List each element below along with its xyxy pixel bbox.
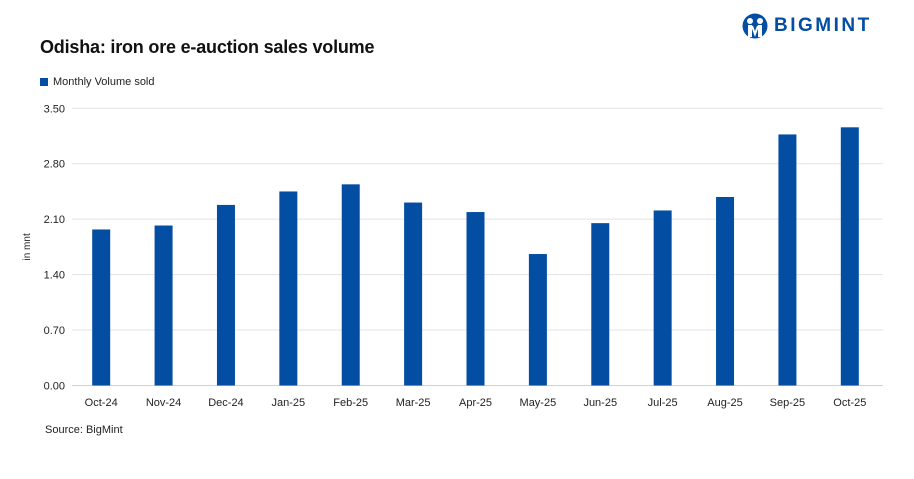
bar-oct-24 — [92, 229, 111, 386]
bar-dec-24 — [216, 204, 235, 386]
legend-label: Monthly Volume sold — [53, 76, 155, 88]
bigmint-logo-icon — [742, 13, 768, 39]
bar-aug-25 — [716, 197, 735, 386]
y-tick-label: 0.00 — [44, 381, 65, 393]
y-tick-label: 2.10 — [44, 214, 65, 226]
bar-nov-24 — [154, 225, 173, 386]
logo-text: BIGMINT — [774, 15, 872, 36]
source-note: Source: BigMint — [45, 424, 123, 436]
x-tick-label: Nov-24 — [146, 397, 181, 409]
bar-jul-25 — [653, 210, 672, 386]
y-tick-label: 3.50 — [44, 103, 65, 115]
x-tick-label: Apr-25 — [459, 397, 492, 409]
x-tick-label: Oct-25 — [833, 397, 866, 409]
y-tick-label: 2.80 — [44, 159, 65, 171]
bar-may-25 — [528, 254, 547, 386]
bigmint-logo: BIGMINT — [742, 12, 872, 40]
x-tick-label: Aug-25 — [707, 397, 742, 409]
bar-apr-25 — [466, 212, 485, 386]
x-tick-label: Jan-25 — [272, 397, 306, 409]
y-axis-label: in mnt — [22, 233, 33, 260]
x-tick-label: May-25 — [520, 397, 557, 409]
bar-jan-25 — [279, 191, 298, 386]
chart-title: Odisha: iron ore e-auction sales volume — [40, 37, 375, 57]
x-tick-label: Feb-25 — [333, 397, 368, 409]
legend-swatch — [40, 78, 48, 86]
x-tick-label: Jul-25 — [648, 397, 678, 409]
bar-jun-25 — [591, 223, 610, 386]
x-tick-label: Oct-24 — [85, 397, 118, 409]
x-tick-label: Mar-25 — [396, 397, 431, 409]
legend: Monthly Volume sold — [40, 76, 155, 88]
x-tick-label: Jun-25 — [583, 397, 617, 409]
y-tick-label: 0.70 — [44, 325, 65, 337]
y-tick-label: 1.40 — [44, 270, 65, 282]
bar-sep-25 — [778, 134, 797, 386]
x-tick-label: Sep-25 — [770, 397, 805, 409]
bar-mar-25 — [404, 202, 423, 386]
bar-oct-25 — [840, 127, 859, 386]
bar-feb-25 — [341, 184, 360, 386]
x-tick-label: Dec-24 — [208, 397, 243, 409]
